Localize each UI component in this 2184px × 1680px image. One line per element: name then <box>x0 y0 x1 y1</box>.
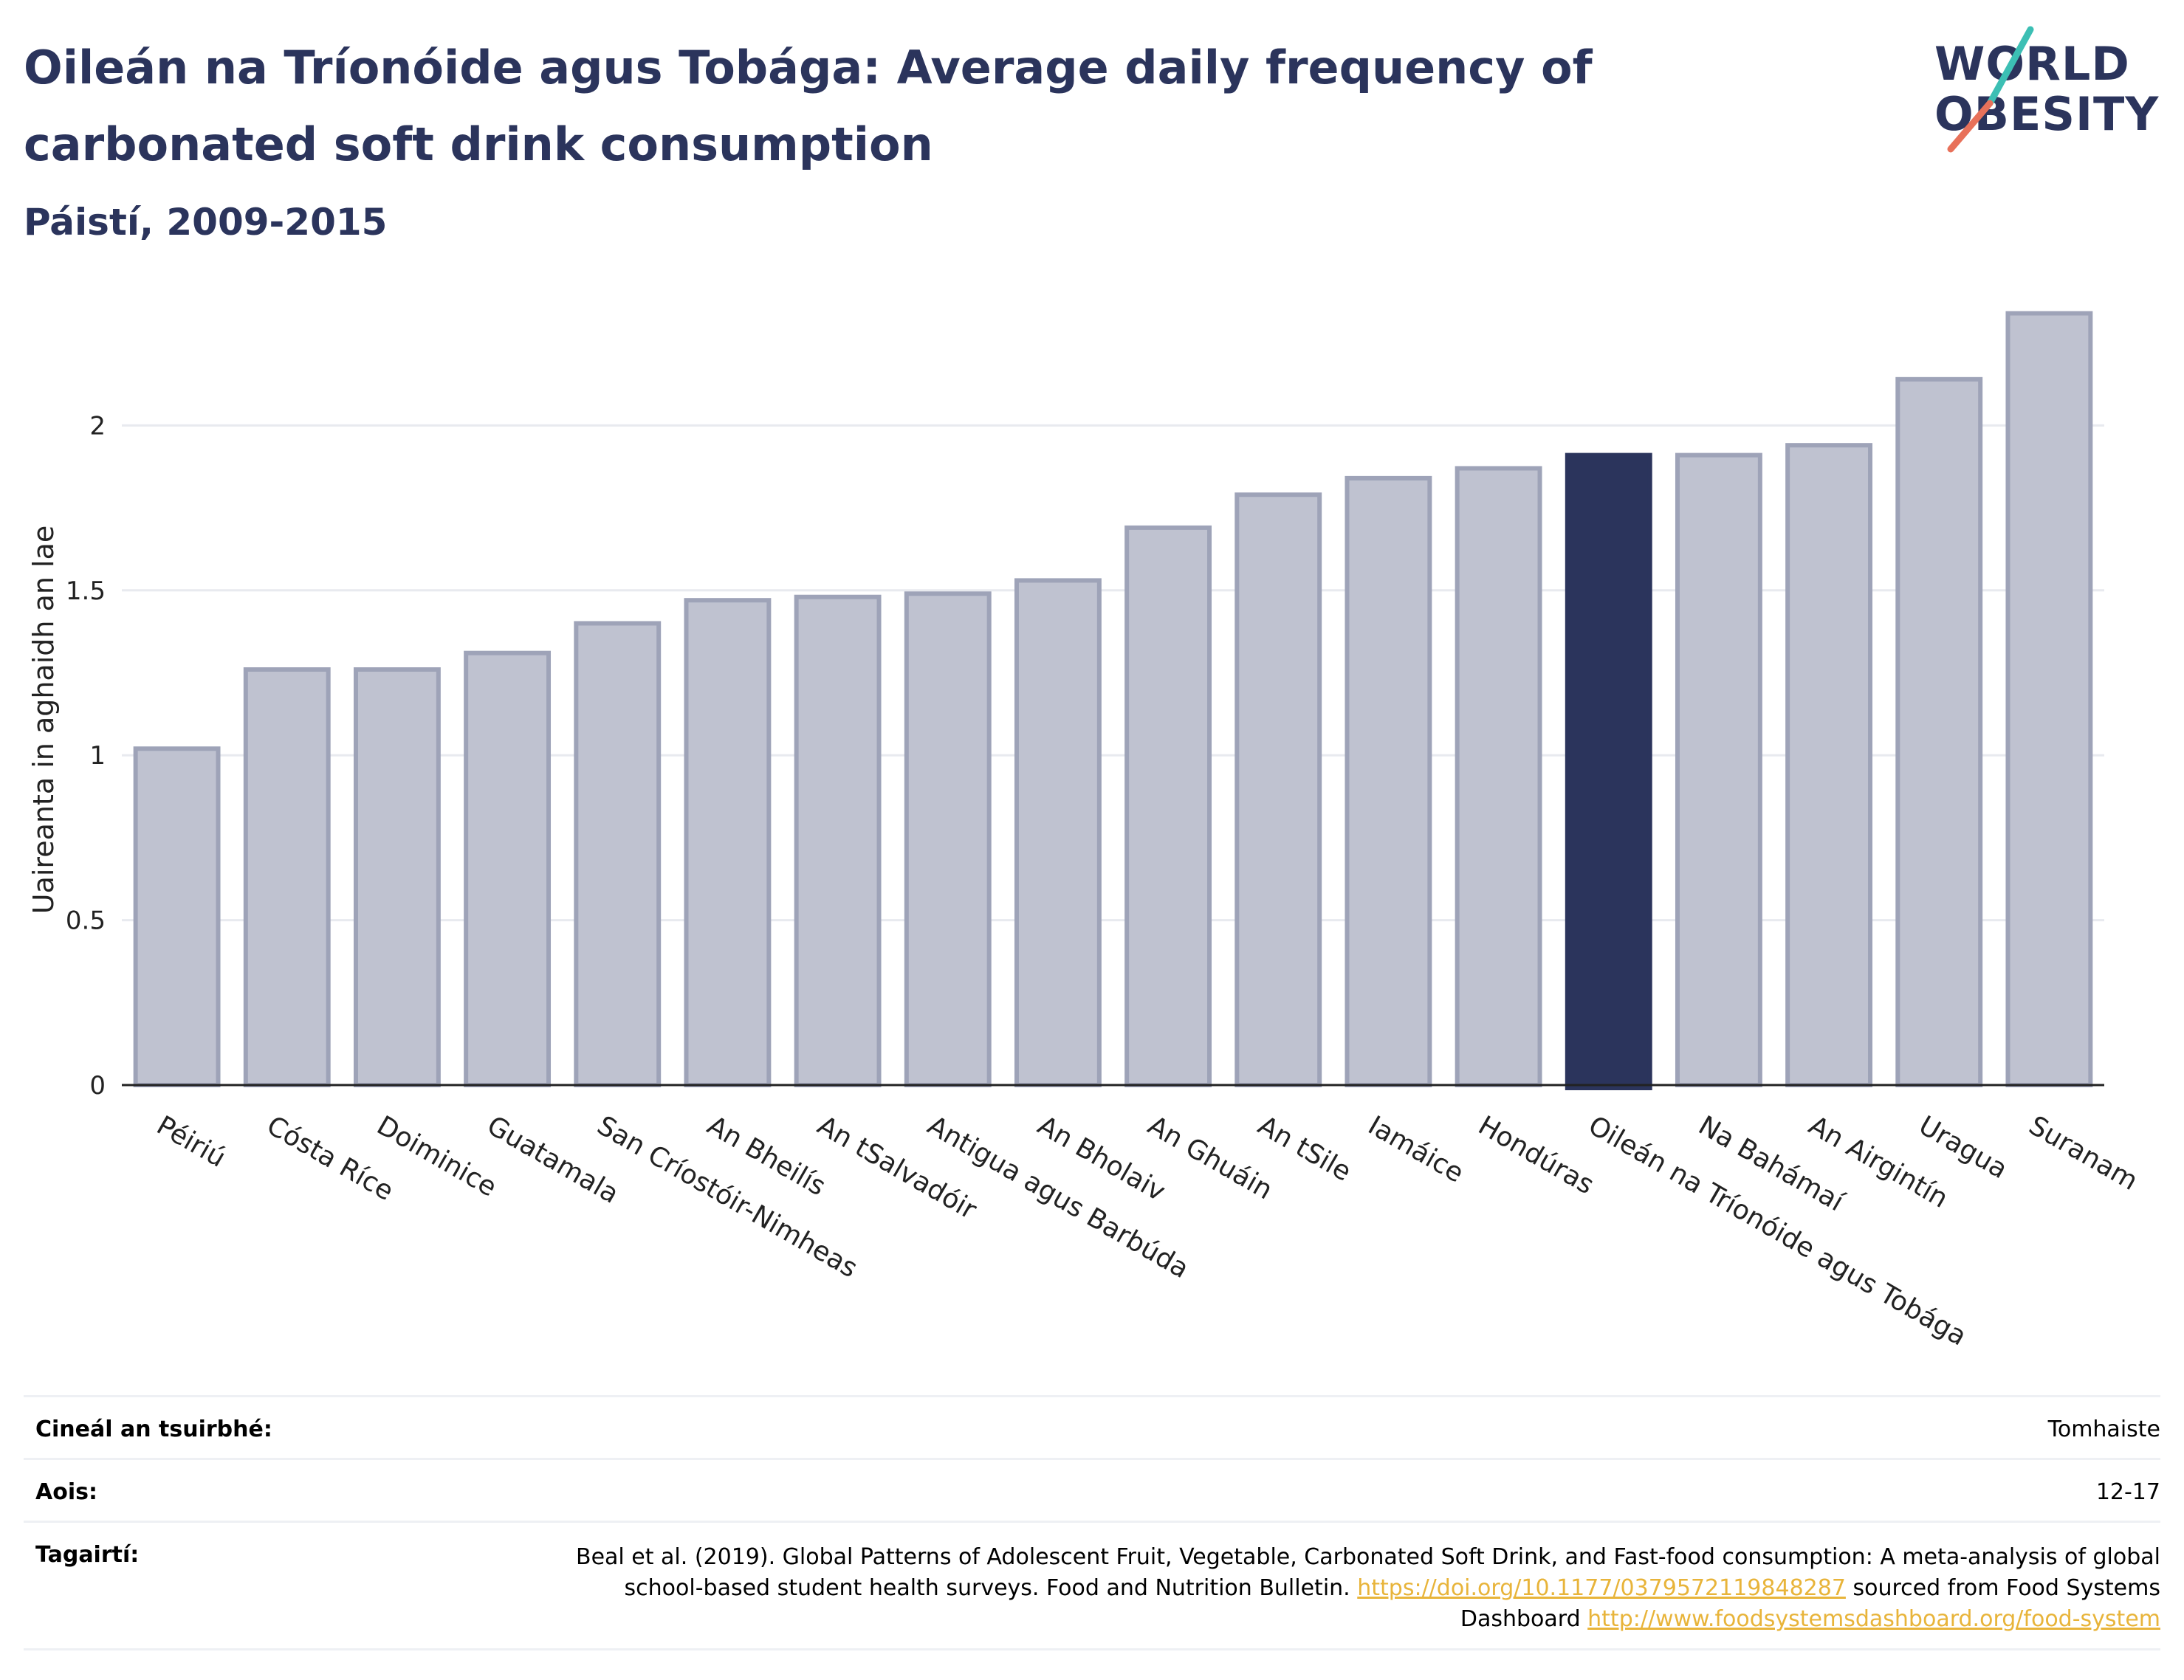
logo-line-2: OBESITY <box>1934 87 2160 141</box>
x-tick-label: Péiriú <box>151 1110 230 1174</box>
age-label: Aois: <box>35 1479 97 1505</box>
x-tick-label: Iamáice <box>1363 1110 1469 1188</box>
info-row-survey: Cineál an tsuirbhé: Tomhaiste <box>24 1395 2160 1458</box>
title-line-2: carbonated soft drink consumption <box>24 117 933 171</box>
info-row-age: Aois: 12-17 <box>24 1458 2160 1521</box>
logo-slash-icon <box>1947 26 2034 153</box>
info-row-references: Tagairtí: Beal et al. (2019). Global Pat… <box>24 1521 2160 1650</box>
reference-text-1: Beal et al. (2019). Global Patterns of A… <box>575 1544 2160 1601</box>
bar-chart: 0 0.5 1 1.5 2 Uaireanta in aghaidh an lae Péir… <box>27 311 2143 1352</box>
bar <box>243 667 331 1087</box>
food-systems-link[interactable]: http://www.foodsystemsdashboard.org/food… <box>1587 1606 2160 1632</box>
age-value: 12-17 <box>2095 1479 2160 1505</box>
bar <box>684 598 772 1088</box>
bar <box>2005 311 2093 1087</box>
reference-text-2: sourced from Food Systems Dashboard <box>1460 1575 2160 1632</box>
bar <box>1014 578 1102 1087</box>
bar <box>1345 475 1432 1088</box>
title-line-1: Oileán na Tríonóide agus Tobága: Average… <box>24 41 1593 94</box>
bar <box>1895 376 1983 1088</box>
info-table: Cineál an tsuirbhé: Tomhaiste Aois: 12-1… <box>24 1395 2160 1650</box>
bar <box>1565 452 1652 1090</box>
y-tick-label: 0 <box>89 1071 106 1101</box>
x-tick-label: Hondúras <box>1473 1110 1598 1200</box>
y-tick-label: 0.5 <box>66 906 106 936</box>
doi-link[interactable]: https://doi.org/10.1177/0379572119848287 <box>1357 1575 1846 1601</box>
logo-line-1: WORLD <box>1934 37 2130 91</box>
bar <box>1124 525 1212 1087</box>
bar <box>1455 466 1542 1087</box>
bar <box>1234 492 1322 1087</box>
x-tick-label: Oileán na Tríonóide agus Tobága <box>1583 1110 1971 1352</box>
bar <box>574 621 662 1087</box>
bar <box>794 594 882 1088</box>
x-tick-label: Suranam <box>2024 1110 2143 1197</box>
chart-title: Oileán na Tríonóide agus Tobága: Average… <box>24 30 1722 183</box>
chart-subtitle: Páistí, 2009-2015 <box>24 201 388 244</box>
references-value: Beal et al. (2019). Global Patterns of A… <box>536 1542 2160 1635</box>
y-axis-title: Uaireanta in aghaidh an lae <box>27 526 60 914</box>
y-tick-label: 1 <box>89 741 106 771</box>
world-obesity-logo: WORLD OBESITY <box>1920 22 2171 170</box>
bar <box>904 591 992 1087</box>
references-label: Tagairtí: <box>35 1542 140 1568</box>
bar <box>353 667 441 1087</box>
bar <box>133 746 221 1087</box>
bar <box>1785 443 1873 1088</box>
survey-type-label: Cineál an tsuirbhé: <box>35 1416 272 1442</box>
bar <box>464 650 552 1087</box>
survey-type-value: Tomhaiste <box>2047 1416 2160 1442</box>
bar <box>1675 452 1762 1087</box>
y-tick-label: 1.5 <box>66 576 106 606</box>
y-tick-label: 2 <box>89 411 106 441</box>
